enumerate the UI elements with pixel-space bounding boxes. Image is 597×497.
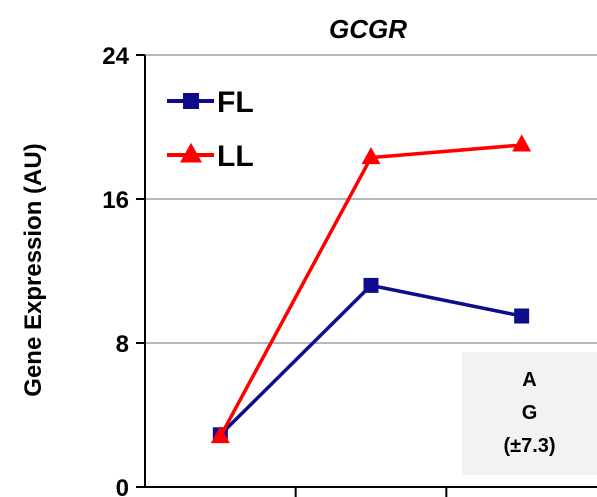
legend-label-ll: LL [217,140,254,173]
y-axis-label: Gene Expression (AU) [20,143,47,396]
series-layer [210,134,532,444]
axis-ticks: 0 8 16 24 [102,43,448,497]
legend: FL LL [167,86,254,173]
grid-lines [145,54,597,344]
legend-marker-fl [183,93,199,109]
y-tick-label-24: 24 [102,43,129,70]
data-point-ll-3 [512,134,532,152]
y-tick-label-0: 0 [116,475,129,497]
annotation-line-3: (±7.3) [503,435,555,457]
data-point-fl-3 [514,308,530,324]
series-ll [210,134,532,444]
legend-item-ll: LL [167,140,254,173]
legend-marker-ll [180,142,202,163]
legend-item-fl: FL [167,86,254,119]
y-tick-label-16: 16 [102,187,129,214]
annotation-box: AG (±7.3) [462,352,597,475]
annotation-line-1: A [522,369,536,391]
data-point-fl-2 [363,277,379,293]
y-tick-label-8: 8 [116,331,129,358]
chart-title: GCGR [329,14,407,44]
data-point-ll-2 [361,146,381,165]
annotation-background [462,352,597,475]
legend-label-fl: FL [217,86,254,119]
data-point-ll-1 [210,425,230,444]
annotation-line-2: G [522,402,538,424]
axes [144,55,597,488]
